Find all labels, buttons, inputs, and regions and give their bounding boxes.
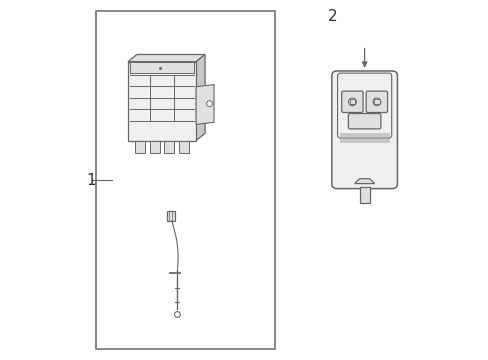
Polygon shape — [354, 179, 374, 184]
Bar — [167, 211, 175, 221]
FancyBboxPatch shape — [331, 71, 397, 189]
Polygon shape — [196, 54, 204, 140]
Bar — [178, 140, 188, 153]
Bar — [359, 187, 369, 203]
FancyBboxPatch shape — [341, 91, 363, 113]
FancyBboxPatch shape — [347, 113, 380, 129]
FancyBboxPatch shape — [366, 91, 387, 113]
Bar — [164, 140, 174, 153]
Bar — [96, 12, 274, 348]
Polygon shape — [196, 85, 214, 125]
Bar — [339, 139, 389, 143]
Circle shape — [206, 101, 212, 107]
Bar — [349, 99, 354, 104]
Bar — [129, 62, 194, 73]
Bar — [339, 133, 389, 137]
Text: 1: 1 — [86, 172, 96, 188]
Bar — [373, 99, 379, 104]
Text: 2: 2 — [327, 9, 337, 24]
Bar — [149, 140, 160, 153]
Polygon shape — [128, 54, 204, 62]
Bar — [135, 140, 145, 153]
Bar — [128, 62, 196, 140]
